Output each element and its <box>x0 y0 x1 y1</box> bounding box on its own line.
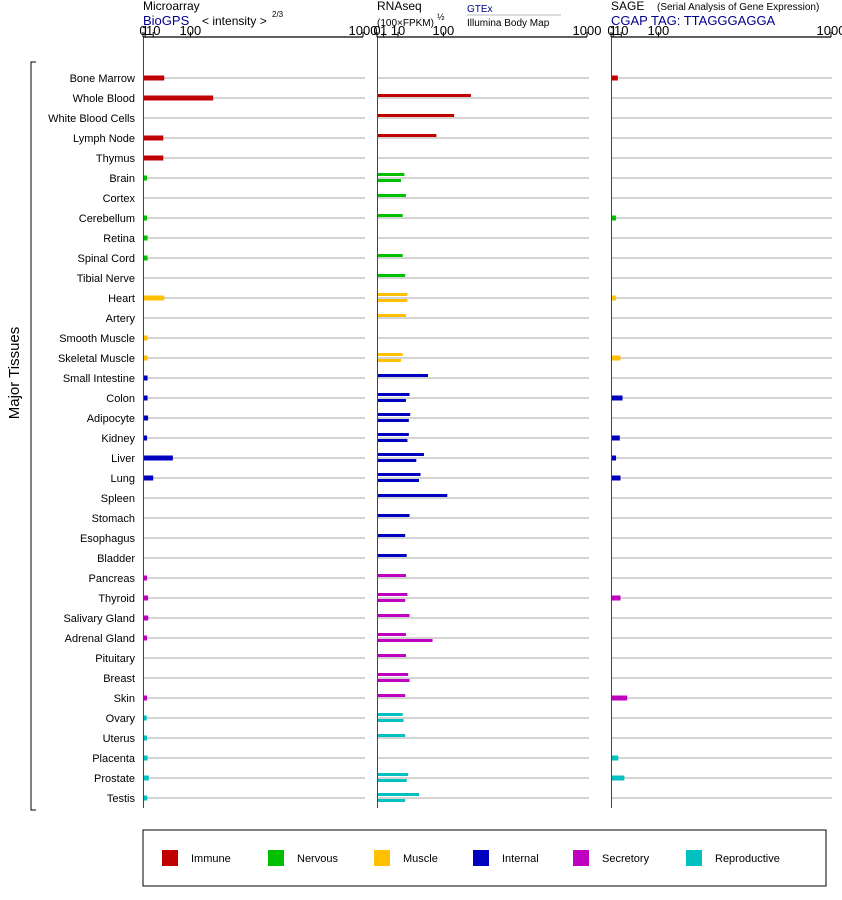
tissue-label: Salivary Gland <box>63 613 135 625</box>
sage-source: CGAP TAG: TTAGGGAGGA <box>611 13 776 28</box>
tissue-label: Bladder <box>97 553 135 565</box>
tissue-label: Skeletal Muscle <box>58 353 135 365</box>
rnaseq-source: GTEx <box>467 4 493 15</box>
rnaseq-tick-label: 1 <box>380 23 387 38</box>
microarray-scale-label: < intensity > <box>202 14 267 28</box>
tissue-label: Stomach <box>92 513 135 525</box>
tissue-label: Liver <box>111 453 135 465</box>
legend-swatch <box>686 850 702 866</box>
legend-label: Secretory <box>602 853 650 865</box>
tissue-label: Cortex <box>103 193 136 205</box>
sage-title-note: (Serial Analysis of Gene Expression) <box>657 2 819 13</box>
tissue-label: Lung <box>111 473 135 485</box>
rnaseq-scale-exponent: ½ <box>437 12 445 22</box>
tissue-label: Retina <box>103 233 136 245</box>
tissue-label: Spinal Cord <box>78 253 135 265</box>
tissue-label: Prostate <box>94 773 135 785</box>
tissue-label: Spleen <box>101 493 135 505</box>
tissue-label: Colon <box>106 393 135 405</box>
tissue-label: Placenta <box>92 753 136 765</box>
rnaseq-tick-label: 10 <box>391 23 405 38</box>
tissue-label: Ovary <box>106 713 136 725</box>
legend-label: Reproductive <box>715 853 780 865</box>
sage-tick-label: 10 <box>614 23 628 38</box>
tissue-label: Thyroid <box>98 593 135 605</box>
rnaseq-tick-label: 1000 <box>573 23 602 38</box>
tissue-label: Testis <box>107 793 136 805</box>
sage-tick-label: 1 <box>610 23 617 38</box>
tissue-label: Uterus <box>103 733 136 745</box>
tissue-label: Whole Blood <box>73 93 135 105</box>
microarray-source: BioGPS <box>143 13 190 28</box>
legend-swatch <box>374 850 390 866</box>
tissue-label: Adrenal Gland <box>65 633 135 645</box>
legend-swatch <box>573 850 589 866</box>
tissue-label: Brain <box>109 173 135 185</box>
legend-label: Immune <box>191 853 231 865</box>
microarray-tick-label: 10 <box>146 23 160 38</box>
tissue-label: Tibial Nerve <box>77 273 135 285</box>
legend-swatch <box>473 850 489 866</box>
rnaseq-scale-label: (100×FPKM) <box>377 18 434 29</box>
tissue-label: Pituitary <box>95 653 135 665</box>
legend-swatch <box>162 850 178 866</box>
tissue-label: White Blood Cells <box>48 113 135 125</box>
microarray-tick-label: 0 <box>139 23 146 38</box>
rnaseq-panel-title: RNAseq <box>377 0 422 13</box>
legend-swatch <box>268 850 284 866</box>
sage-tick-label: 100 <box>648 23 670 38</box>
rnaseq-tick-label: 100 <box>433 23 455 38</box>
tissue-label: Bone Marrow <box>70 73 135 85</box>
tissue-label: Lymph Node <box>73 133 135 145</box>
tissue-label: Esophagus <box>80 533 136 545</box>
rnaseq-source-sub: Illumina Body Map <box>467 18 550 29</box>
tissue-label: Artery <box>106 313 136 325</box>
tissue-label: Kidney <box>101 433 135 445</box>
sage-tick-label: 1000 <box>817 23 842 38</box>
tissue-label: Breast <box>103 673 135 685</box>
tissue-label: Heart <box>108 293 135 305</box>
y-axis-label: Major Tissues <box>6 327 23 420</box>
sage-tick-label: 0 <box>607 23 614 38</box>
microarray-scale-exponent: 2/3 <box>272 10 284 19</box>
tissue-label: Adipocyte <box>87 413 135 425</box>
tissue-label: Pancreas <box>89 573 136 585</box>
legend-label: Muscle <box>403 853 438 865</box>
legend-label: Nervous <box>297 853 338 865</box>
legend-label: Internal <box>502 853 539 865</box>
tissue-label: Small Intestine <box>63 373 135 385</box>
microarray-tick-label: 1 <box>142 23 149 38</box>
microarray-tick-label: 1000 <box>349 23 378 38</box>
rnaseq-tick-label: 0 <box>373 23 380 38</box>
microarray-panel-title: Microarray <box>143 0 200 13</box>
tissue-label: Skin <box>114 693 135 705</box>
y-axis-bracket <box>30 61 36 811</box>
tissue-label: Thymus <box>96 153 136 165</box>
microarray-tick-label: 100 <box>180 23 202 38</box>
sage-panel-title: SAGE <box>611 0 644 13</box>
tissue-label: Smooth Muscle <box>59 333 135 345</box>
tissue-label: Cerebellum <box>79 213 135 225</box>
